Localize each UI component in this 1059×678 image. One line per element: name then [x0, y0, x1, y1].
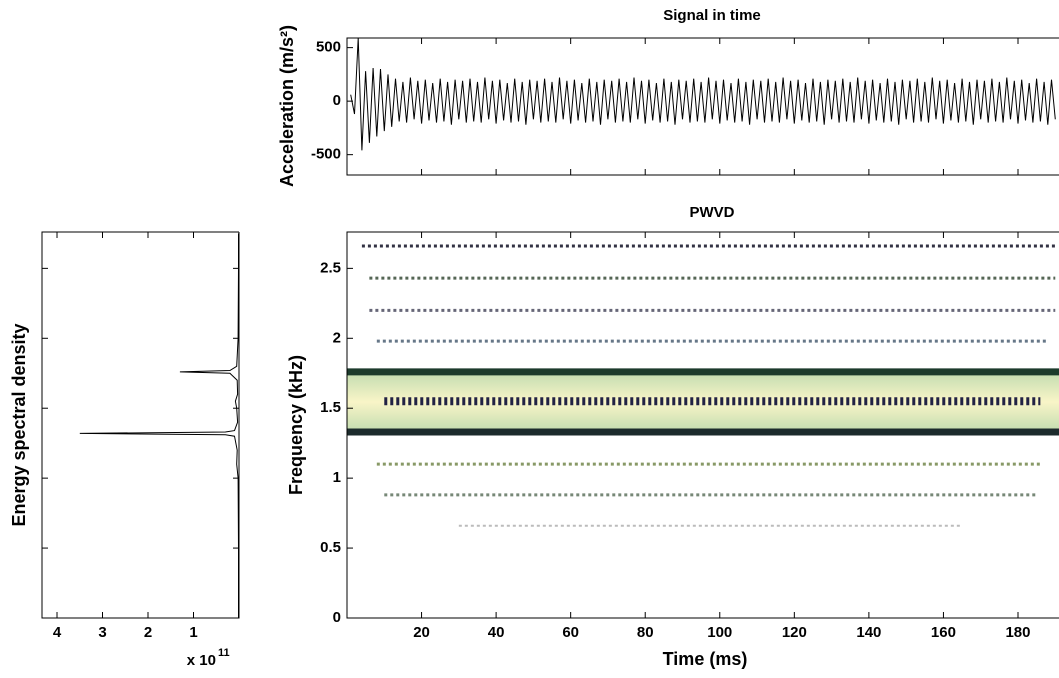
axis-multiplier: x 10 — [187, 652, 216, 669]
x-tick-label: 60 — [562, 624, 579, 641]
signal-line — [350, 38, 1056, 151]
x-tick-label: 40 — [488, 624, 505, 641]
x-tick-label: 1 — [189, 624, 197, 641]
x-axis-label: Time (ms) — [663, 649, 748, 669]
spectrum-line — [79, 233, 239, 618]
y-tick-label: 1 — [333, 469, 341, 486]
y-axis-label: Energy spectral density — [9, 323, 29, 526]
chart-title: Signal in time — [663, 7, 761, 24]
x-tick-label: 4 — [53, 624, 62, 641]
y-tick-label: 0 — [333, 609, 341, 626]
x-tick-label: 140 — [856, 624, 881, 641]
x-tick-label: 3 — [98, 624, 106, 641]
y-axis-label: Frequency (kHz) — [286, 355, 306, 495]
x-tick-label: 20 — [413, 624, 430, 641]
axis-multiplier-exponent: 11 — [218, 647, 230, 659]
plot-area — [350, 38, 1056, 151]
y-tick-label: 0.5 — [320, 539, 341, 556]
y-tick-label: 2.5 — [320, 259, 341, 276]
x-tick-label: 80 — [637, 624, 654, 641]
y-tick-label: 1.5 — [320, 399, 341, 416]
axes-frame — [346, 37, 1059, 176]
chart-title: PWVD — [690, 204, 735, 221]
x-tick-label: 160 — [931, 624, 956, 641]
plot-area — [347, 244, 1059, 527]
x-tick-label: 2 — [144, 624, 152, 641]
x-tick-label: 180 — [1005, 624, 1030, 641]
y-tick-label: 2 — [333, 329, 341, 346]
x-tick-label: 120 — [782, 624, 807, 641]
y-tick-label: 0 — [333, 92, 341, 109]
axes-frame — [346, 231, 1059, 619]
x-tick-label: 100 — [707, 624, 732, 641]
y-axis-label: Acceleration (m/s²) — [277, 25, 297, 187]
plot-area — [79, 233, 239, 618]
y-tick-label: 500 — [316, 39, 341, 56]
axes-frame — [41, 231, 240, 619]
y-tick-label: -500 — [311, 146, 341, 163]
